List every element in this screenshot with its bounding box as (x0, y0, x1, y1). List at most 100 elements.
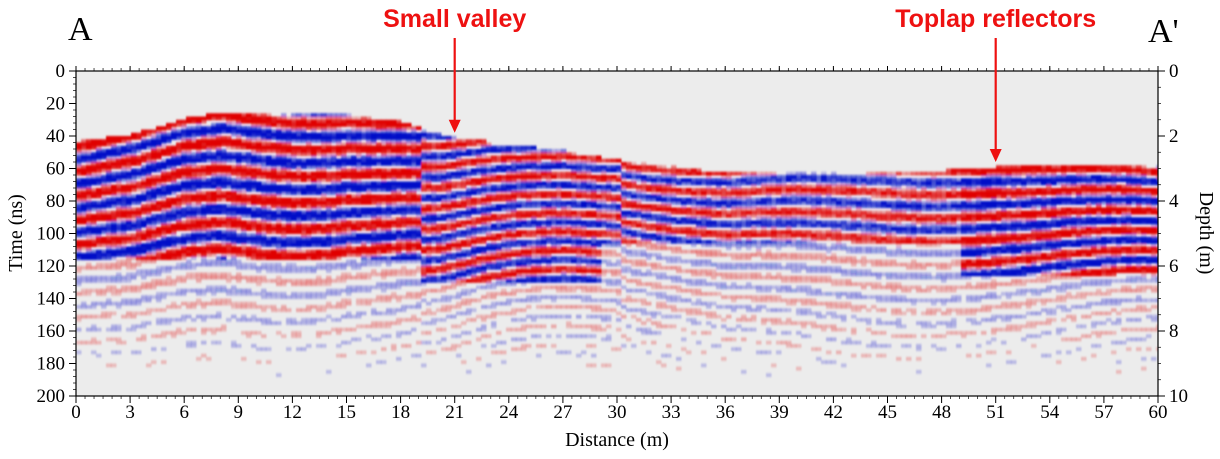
raster-cell (446, 253, 452, 257)
raster-cell (171, 331, 177, 335)
raster-cell (256, 246, 262, 251)
raster-cell (386, 324, 392, 329)
raster-cell (76, 240, 82, 244)
raster-cell (451, 171, 457, 176)
raster-cell (216, 191, 222, 195)
raster-cell (251, 155, 257, 160)
raster-cell (371, 201, 377, 205)
raster-cell (581, 214, 587, 218)
raster-cell (581, 285, 587, 290)
raster-cell (406, 194, 412, 199)
raster-cell (481, 227, 487, 231)
raster-cell (146, 194, 152, 199)
raster-cell (156, 269, 162, 273)
raster-cell (196, 236, 202, 241)
raster-cell (201, 220, 207, 225)
raster-cell (356, 324, 362, 329)
raster-cell (491, 149, 497, 153)
raster-cell (346, 298, 352, 303)
raster-cell (441, 262, 447, 267)
raster-cell (531, 288, 537, 293)
raster-cell (346, 223, 352, 228)
raster-cell (371, 230, 377, 234)
raster-cell (161, 188, 167, 192)
raster-cell (236, 246, 242, 251)
raster-cell (371, 243, 377, 247)
raster-cell (241, 233, 247, 238)
raster-cell (371, 126, 377, 130)
raster-cell (141, 236, 147, 241)
raster-cell (186, 201, 192, 205)
raster-cell (431, 171, 437, 176)
raster-cell (236, 145, 242, 150)
raster-cell (151, 249, 157, 254)
raster-cell (336, 113, 342, 117)
raster-cell (461, 288, 467, 293)
raster-cell (356, 285, 362, 290)
raster-cell (341, 217, 347, 221)
raster-cell (366, 298, 372, 303)
raster-cell (116, 201, 122, 205)
raster-cell (186, 116, 192, 121)
raster-cell (156, 129, 162, 134)
raster-cell (181, 214, 187, 218)
raster-cell (356, 253, 362, 257)
raster-cell (521, 145, 527, 150)
raster-cell (521, 298, 527, 303)
raster-cell (276, 142, 282, 147)
raster-cell (81, 139, 87, 143)
raster-cell (116, 230, 122, 234)
raster-cell (91, 230, 97, 234)
raster-cell (261, 129, 267, 134)
raster-cell (416, 220, 422, 225)
raster-cell (421, 363, 427, 368)
raster-cell (156, 152, 162, 156)
raster-cell (391, 236, 397, 241)
raster-cell (171, 184, 177, 189)
raster-cell (216, 132, 222, 137)
raster-cell (376, 214, 382, 218)
raster-cell (366, 116, 372, 121)
raster-cell (461, 139, 467, 143)
raster-cell (486, 171, 492, 176)
raster-cell (316, 331, 322, 335)
raster-cell (511, 272, 517, 277)
raster-cell (206, 253, 212, 257)
raster-cell (411, 256, 417, 260)
raster-cell (176, 253, 182, 257)
raster-cell (76, 142, 82, 147)
raster-cell (401, 282, 407, 286)
raster-cell (146, 282, 152, 286)
raster-cell (81, 145, 87, 150)
raster-cell (306, 165, 312, 169)
raster-cell (291, 204, 297, 208)
raster-cell (176, 123, 182, 127)
raster-cell (391, 272, 397, 277)
raster-cell (416, 132, 422, 137)
raster-cell (236, 344, 242, 348)
raster-cell (331, 223, 337, 228)
raster-cell (361, 129, 367, 134)
raster-cell (401, 331, 407, 335)
raster-cell (176, 188, 182, 192)
raster-cell (546, 191, 552, 195)
raster-cell (511, 197, 517, 202)
raster-cell (171, 191, 177, 195)
raster-cell (571, 204, 577, 208)
raster-cell (271, 171, 277, 176)
raster-cell (146, 220, 152, 225)
raster-cell (556, 223, 562, 228)
raster-cell (426, 331, 432, 335)
raster-cell (511, 201, 517, 205)
raster-cell (511, 178, 517, 182)
raster-cell (336, 184, 342, 189)
raster-cell (291, 249, 297, 254)
raster-cell (581, 298, 587, 303)
raster-cell (566, 314, 572, 319)
raster-cell (396, 259, 402, 264)
raster-cell (321, 132, 327, 137)
raster-cell (466, 191, 472, 195)
raster-cell (456, 272, 462, 277)
raster-cell (566, 321, 572, 325)
raster-cell (481, 204, 487, 208)
